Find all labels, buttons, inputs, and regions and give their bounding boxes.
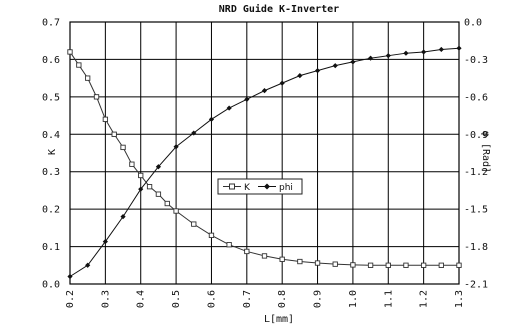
legend-k-marker <box>229 183 235 190</box>
x-tick-label: 0.2 <box>65 290 76 308</box>
x-tick-label: 0.8 <box>277 290 288 308</box>
series-phi-point <box>403 50 409 56</box>
series-k-point <box>155 191 162 197</box>
series-phi-point <box>155 164 162 170</box>
series-k-point <box>111 131 117 137</box>
x-tick-label: 0.5 <box>171 290 182 308</box>
series-phi-line <box>69 47 460 277</box>
series-phi-point <box>261 88 268 94</box>
right-y-tick-label: -0.3 <box>464 55 488 66</box>
series-phi-point <box>102 238 108 245</box>
right-y-tick-label: -0.9 <box>464 130 488 141</box>
right-y-tick-labels: -2.1 -1.8 -1.5 -1.2 -0.9 -0.6 -0.3 0.0 <box>464 18 488 291</box>
x-tick-label: 0.9 <box>313 290 324 308</box>
series-k-point <box>76 62 82 68</box>
legend: K phi <box>217 178 303 195</box>
series-phi-point <box>138 186 144 192</box>
series-phi-point <box>226 105 232 111</box>
left-y-tick-label: 0.3 <box>42 167 60 178</box>
series-k-point <box>367 262 374 268</box>
series-phi-point <box>120 214 126 220</box>
right-y-tick-label: -1.8 <box>464 242 488 253</box>
series-phi-point <box>332 63 338 69</box>
series-phi-point <box>297 73 303 79</box>
series-phi-point <box>438 46 444 53</box>
x-tick-label: 0.4 <box>136 290 147 308</box>
legend-phi-label: phi <box>279 183 293 193</box>
series-k-point <box>456 262 462 268</box>
series-k-point <box>102 116 109 122</box>
x-tick-label: 1.2 <box>419 290 430 308</box>
series-k-point <box>297 258 303 265</box>
series-k-point <box>226 242 232 248</box>
x-tick-label: 0.7 <box>242 290 253 308</box>
legend-phi-marker <box>264 183 270 190</box>
series-phi-point <box>279 80 285 86</box>
right-y-tick-label: -1.2 <box>464 167 488 178</box>
left-y-tick-labels: 0.0 0.1 0.2 0.3 0.4 0.5 0.6 0.7 <box>42 18 60 291</box>
chart-title: NRD Guide K-Inverter <box>219 3 339 15</box>
series-k-point <box>146 184 153 190</box>
series-phi-point <box>456 45 462 51</box>
series-phi-point <box>421 49 427 55</box>
series-k <box>67 49 462 268</box>
series-k-point <box>67 49 73 55</box>
series-k-point <box>120 144 126 151</box>
series-k-point <box>350 262 356 268</box>
right-y-tick-label: -1.5 <box>464 205 488 216</box>
series-k-point <box>164 200 170 207</box>
series-k-line <box>69 51 459 266</box>
series-k-point <box>85 75 91 81</box>
right-y-tick-label: -0.6 <box>464 92 488 103</box>
series-phi-point <box>350 59 356 65</box>
series-k-point <box>261 253 268 259</box>
series-k-point <box>420 262 427 268</box>
series-phi-point <box>208 116 215 122</box>
right-y-tick-label: 0.0 <box>464 18 482 29</box>
plot-frame <box>69 21 460 285</box>
x-axis-label: L[mm] <box>264 314 294 325</box>
series-phi-point <box>385 53 391 59</box>
series-k-point <box>438 262 444 268</box>
series-k-point <box>129 161 135 167</box>
series-k-point <box>385 262 391 268</box>
series-k-point <box>314 260 321 266</box>
series-k-point <box>279 256 285 262</box>
left-y-tick-label: 0.7 <box>42 18 60 29</box>
series-phi <box>67 45 462 280</box>
series-k-point <box>173 208 179 214</box>
right-y-axis-label: φ [Rad] <box>480 131 491 173</box>
grid <box>69 21 460 285</box>
series-k-point <box>93 94 100 100</box>
series-k-point <box>191 221 197 227</box>
series-phi-point <box>85 262 91 268</box>
series-k-point <box>403 262 409 268</box>
series-phi-point <box>367 55 374 61</box>
x-tick-label: 0.6 <box>206 290 217 308</box>
x-tick-labels: 0.2 0.3 0.4 0.5 0.6 0.7 0.8 0.9 1.0 1.1 1.2 1.3 <box>65 290 465 308</box>
left-y-tick-label: 0.1 <box>42 242 60 253</box>
left-y-tick-label: 0.5 <box>42 92 60 103</box>
x-tick-label: 1.3 <box>454 290 465 308</box>
x-tick-label: 0.3 <box>100 290 111 308</box>
left-y-tick-label: 0.6 <box>42 55 60 66</box>
series-phi-point <box>67 273 73 280</box>
series-k-point <box>138 172 144 179</box>
left-y-tick-label: 0.2 <box>42 205 60 216</box>
series-phi-point <box>314 68 321 74</box>
left-y-axis-label: K <box>47 149 58 155</box>
series-phi-point <box>191 130 197 136</box>
x-tick-label: 1.0 <box>348 290 359 308</box>
series-k-point <box>244 248 250 255</box>
legend-k-label: K <box>244 183 251 193</box>
series-phi-point <box>244 96 250 102</box>
series-k-point <box>332 261 338 267</box>
series-k-point <box>208 232 215 238</box>
right-y-tick-label: -2.1 <box>464 280 488 291</box>
series-phi-point <box>173 144 179 150</box>
x-tick-label: 1.1 <box>383 290 394 308</box>
left-y-tick-label: 0.0 <box>42 280 60 291</box>
left-y-tick-label: 0.4 <box>42 130 60 141</box>
